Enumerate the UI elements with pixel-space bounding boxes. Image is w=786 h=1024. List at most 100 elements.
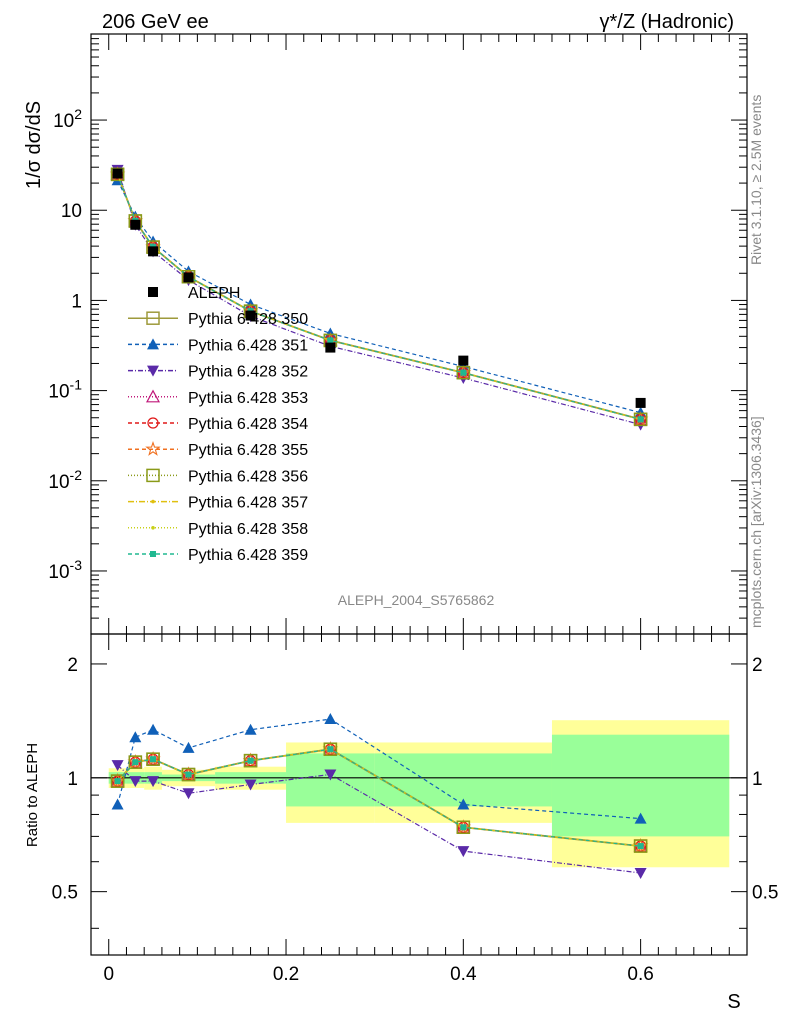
marker-triangle-up bbox=[182, 741, 195, 753]
legend-label: Pythia 6.428 354 bbox=[188, 416, 308, 433]
marker-triangle-up bbox=[457, 798, 470, 810]
marker-triangle-up bbox=[111, 798, 124, 810]
legend-entry: Pythia 6.428 356 bbox=[128, 468, 308, 485]
marker-triangle-up bbox=[147, 723, 160, 735]
legend-label: Pythia 6.428 357 bbox=[188, 495, 308, 512]
header-energy-label: 206 GeV ee bbox=[102, 11, 209, 33]
main-y-tick-label: 10-3 bbox=[48, 557, 82, 583]
mcplots-label: mcplots.cern.ch [arXiv:1306.3436] bbox=[748, 416, 764, 628]
legend: ALEPH Pythia 6.428 350 Pythia 6.428 351 Pyt… bbox=[128, 285, 308, 564]
legend-label: Pythia 6.428 355 bbox=[188, 442, 308, 459]
series-ratio-line bbox=[117, 718, 641, 820]
legend-label: Pythia 6.428 356 bbox=[188, 468, 308, 485]
marker-open-square bbox=[633, 412, 648, 427]
legend-label: Pythia 6.428 359 bbox=[188, 547, 308, 564]
marker-triangle-up bbox=[129, 731, 142, 743]
x-tick-label: 0.6 bbox=[627, 964, 653, 985]
marker-open-square bbox=[146, 468, 160, 483]
ratio-y-tick-label-right: 0.5 bbox=[752, 883, 778, 904]
marker-dot bbox=[151, 499, 155, 504]
data-point bbox=[458, 355, 469, 366]
x-tick-label: 0.2 bbox=[273, 964, 299, 985]
ratio-y-tick-label-left: 2 bbox=[67, 655, 78, 676]
marker-square bbox=[637, 416, 644, 423]
data-point bbox=[635, 397, 646, 408]
marker-triangle-down bbox=[147, 365, 159, 377]
data-point bbox=[183, 272, 194, 283]
rivet-version-label: Rivet 3.1.10, ≥ 2.5M events bbox=[748, 95, 764, 265]
data-point bbox=[112, 168, 123, 179]
marker-open-square bbox=[146, 752, 160, 766]
ratio-uncertainty-bands bbox=[91, 720, 747, 868]
legend-entry: Pythia 6.428 355 bbox=[128, 440, 308, 459]
marker-open-square bbox=[456, 365, 471, 380]
legend-label: Pythia 6.428 358 bbox=[188, 521, 308, 538]
marker-open-square bbox=[181, 767, 196, 782]
data-point bbox=[325, 342, 336, 353]
marker-square bbox=[460, 824, 467, 831]
marker-triangle-down bbox=[129, 776, 142, 788]
marker-square bbox=[185, 771, 192, 778]
marker-triangle-up bbox=[634, 812, 647, 824]
marker-square bbox=[327, 337, 334, 344]
marker-triangle-up bbox=[324, 713, 337, 725]
marker-triangle-down bbox=[147, 776, 160, 788]
marker-square bbox=[150, 756, 157, 763]
main-y-tick-label: 102 bbox=[53, 106, 82, 132]
marker-square bbox=[460, 369, 467, 376]
ratio-y-tick-label-right: 1 bbox=[752, 769, 763, 790]
marker-triangle-down bbox=[324, 769, 337, 781]
legend-entry-data: ALEPH bbox=[148, 285, 240, 302]
ratio-y-tick-label-right: 2 bbox=[752, 655, 763, 676]
legend-entry: Pythia 6.428 350 bbox=[128, 311, 308, 328]
legend-label: Pythia 6.428 353 bbox=[188, 390, 308, 407]
green-band-bin bbox=[374, 753, 552, 807]
legend-entry: Pythia 6.428 357 bbox=[128, 495, 308, 512]
main-y-axis-title: 1/σ dσ/dS bbox=[23, 101, 45, 189]
legend-data-marker bbox=[148, 287, 158, 297]
marker-triangle-down bbox=[111, 760, 124, 772]
marker-triangle-up bbox=[147, 338, 159, 350]
marker-open-triangle bbox=[145, 389, 161, 403]
marker-open-square bbox=[110, 167, 125, 182]
ratio-y-axis-title: Ratio to ALEPH bbox=[24, 743, 41, 847]
main-y-tick-label: 10 bbox=[61, 201, 82, 222]
ratio-y-tick-label-left: 1 bbox=[67, 769, 78, 790]
legend-entry: Pythia 6.428 358 bbox=[128, 521, 308, 538]
x-tick-label: 0.4 bbox=[450, 964, 477, 985]
x-tick-label: 0 bbox=[103, 964, 114, 985]
marker-dot bbox=[151, 526, 155, 530]
ratio-y-tick-label-left: 0.5 bbox=[52, 883, 78, 904]
legend-entry: Pythia 6.428 354 bbox=[128, 416, 308, 433]
data-point bbox=[130, 219, 141, 230]
legend-entry: Pythia 6.428 353 bbox=[128, 389, 308, 407]
marker-open-square bbox=[243, 753, 258, 768]
x-axis-title: S bbox=[727, 991, 740, 1013]
marker-open-star bbox=[145, 440, 161, 456]
series-ratio-line bbox=[117, 764, 641, 874]
legend-label: Pythia 6.428 351 bbox=[188, 337, 308, 354]
marker-square bbox=[132, 759, 139, 766]
ratio-frame bbox=[90, 633, 748, 956]
marker-open-square bbox=[128, 755, 143, 769]
marker-square bbox=[327, 746, 334, 753]
legend-label: Pythia 6.428 350 bbox=[188, 311, 308, 328]
marker-open-square bbox=[146, 311, 160, 325]
marker-triangle-down bbox=[244, 779, 257, 791]
marker-open-circle bbox=[147, 417, 159, 429]
legend-entry: Pythia 6.428 359 bbox=[128, 547, 308, 564]
axes: 10-3 10-2 10-1 1 10 102 0.5 0.5 1 1 2 2 0 0.2 0.4 0.6 bbox=[48, 33, 778, 985]
data-point bbox=[245, 310, 256, 321]
main-y-tick-label: 1 bbox=[71, 291, 82, 312]
marker-triangle-down bbox=[457, 846, 470, 858]
main-plot bbox=[109, 164, 649, 431]
marker-square bbox=[247, 757, 254, 764]
header-process-label: γ*/Z (Hadronic) bbox=[600, 11, 734, 33]
marker-triangle-down bbox=[182, 788, 195, 800]
analysis-watermark: ALEPH_2004_S5765862 bbox=[338, 592, 495, 608]
marker-open-square bbox=[181, 270, 196, 284]
main-y-tick-label: 10-2 bbox=[48, 467, 82, 493]
marker-square bbox=[637, 843, 644, 850]
marker-square bbox=[150, 551, 156, 557]
